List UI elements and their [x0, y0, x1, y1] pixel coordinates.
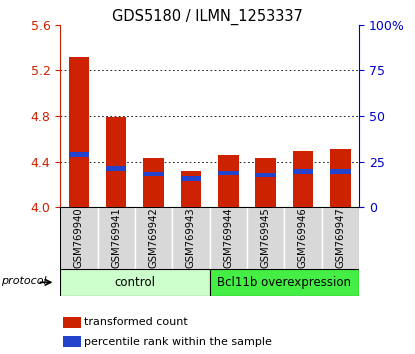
Bar [330, 149, 351, 207]
Text: GSM769942: GSM769942 [149, 208, 159, 268]
Text: GSM769943: GSM769943 [186, 208, 196, 268]
Bar [218, 171, 239, 175]
Bar [255, 158, 276, 207]
Bar [210, 207, 247, 269]
Text: GDS5180 / ILMN_1253337: GDS5180 / ILMN_1253337 [112, 9, 303, 25]
Bar [98, 207, 135, 269]
Text: percentile rank within the sample: percentile rank within the sample [84, 337, 272, 347]
Text: GSM769946: GSM769946 [298, 208, 308, 268]
Bar [135, 207, 172, 269]
Bar [106, 117, 127, 207]
Bar [330, 170, 351, 174]
Text: GSM769941: GSM769941 [111, 208, 121, 268]
Bar [63, 317, 81, 328]
Bar [255, 173, 276, 177]
Bar [143, 158, 164, 207]
Text: control: control [115, 276, 155, 289]
Text: protocol: protocol [1, 276, 47, 286]
Bar [63, 336, 81, 347]
Bar [181, 171, 201, 207]
Bar [181, 176, 201, 181]
Bar [284, 207, 322, 269]
Text: transformed count: transformed count [84, 318, 188, 327]
Bar [68, 152, 89, 157]
Text: GSM769945: GSM769945 [261, 208, 271, 268]
Text: GSM769944: GSM769944 [223, 208, 233, 268]
Text: Bcl11b overexpression: Bcl11b overexpression [217, 276, 351, 289]
Text: GSM769940: GSM769940 [74, 208, 84, 268]
Bar [218, 155, 239, 207]
Bar [293, 170, 313, 174]
Bar [322, 207, 359, 269]
Bar [210, 269, 359, 296]
Bar [293, 151, 313, 207]
Bar [68, 57, 89, 207]
Bar [143, 172, 164, 176]
Bar [172, 207, 210, 269]
Bar [247, 207, 284, 269]
Bar [60, 269, 210, 296]
Text: GSM769947: GSM769947 [335, 208, 345, 268]
Bar [106, 166, 127, 171]
Bar [60, 207, 98, 269]
